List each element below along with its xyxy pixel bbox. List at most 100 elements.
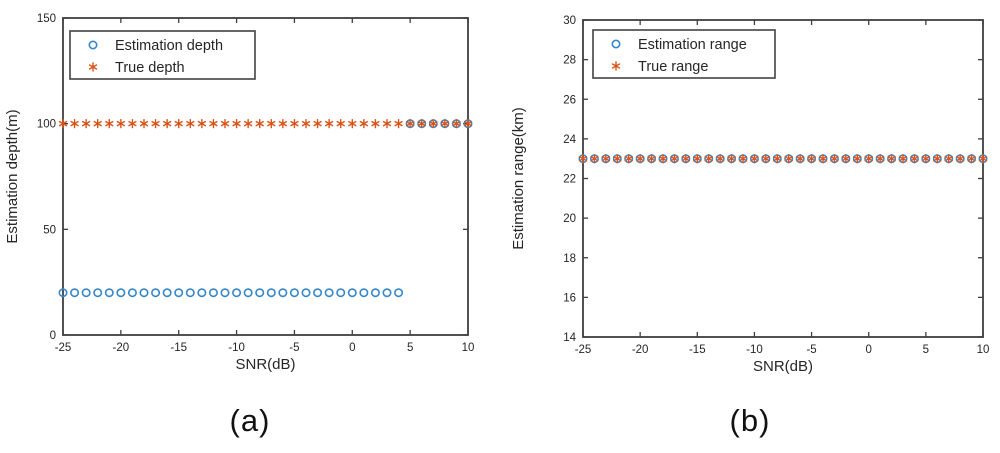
asterisk-marker xyxy=(715,155,725,162)
asterisk-marker xyxy=(429,120,438,127)
asterisk-marker xyxy=(290,120,299,127)
asterisk-marker xyxy=(681,155,691,162)
asterisk-marker xyxy=(174,120,183,127)
x-tick-label: -10 xyxy=(228,342,245,354)
x-tick-label: 0 xyxy=(866,344,872,356)
x-tick-label: -5 xyxy=(806,344,816,356)
x-tick-label: -15 xyxy=(689,344,706,356)
y-axis-ticks: 14 16 18 20 22 24 26 28 30 xyxy=(563,15,983,344)
circle-marker xyxy=(243,288,253,298)
asterisk-marker xyxy=(301,120,311,127)
circle-marker xyxy=(127,288,137,298)
circle-marker xyxy=(359,288,369,298)
circle-marker xyxy=(104,288,114,298)
asterisk-marker xyxy=(105,120,114,127)
legend-label: Estimation depth xyxy=(115,38,223,54)
asterisk-marker xyxy=(955,155,965,162)
circle-marker xyxy=(394,288,404,298)
asterisk-marker xyxy=(704,155,713,162)
series-true-range xyxy=(578,153,988,164)
asterisk-marker xyxy=(452,120,461,127)
asterisk-marker xyxy=(128,120,137,127)
asterisk-marker xyxy=(151,120,160,127)
circle-marker xyxy=(197,288,207,298)
y-tick-label: 28 xyxy=(563,55,576,67)
asterisk-marker xyxy=(88,64,98,70)
x-tick-label: 10 xyxy=(977,344,990,356)
y-tick-label: 14 xyxy=(563,332,576,344)
asterisk-marker xyxy=(635,155,645,162)
asterisk-marker xyxy=(738,155,748,162)
circle-marker xyxy=(336,288,346,298)
circle-marker xyxy=(220,288,230,298)
circle-marker xyxy=(611,39,621,49)
series-true-depth xyxy=(58,118,473,129)
x-tick-label: 10 xyxy=(462,342,475,354)
x-tick-label: -5 xyxy=(289,342,299,354)
x-tick-label: 5 xyxy=(407,342,413,354)
circle-marker xyxy=(370,288,380,298)
circle-marker xyxy=(88,40,98,50)
asterisk-marker xyxy=(784,155,793,162)
asterisk-marker xyxy=(267,120,276,127)
circle-marker xyxy=(151,288,161,298)
asterisk-marker xyxy=(853,155,862,162)
asterisk-marker xyxy=(313,120,322,127)
legend-label: True depth xyxy=(115,60,185,76)
circle-marker xyxy=(382,288,392,298)
x-tick-label: -25 xyxy=(55,342,72,354)
chart-panel-b: -25 -20 -15 -10 -5 0 5 10 14 16 18 20 22 24 26 28 30 SNR(… xyxy=(510,15,990,375)
asterisk-marker xyxy=(944,155,953,162)
asterisk-marker xyxy=(750,155,759,162)
asterisk-marker xyxy=(440,120,450,127)
asterisk-marker xyxy=(933,155,942,162)
x-axis-label: SNR(dB) xyxy=(753,358,813,375)
chart-panel-a: -25 -20 -15 -10 -5 0 5 10050100150SNR(dB)Estima… xyxy=(4,13,475,373)
legend-label: Estimation range xyxy=(638,37,747,53)
asterisk-marker xyxy=(70,120,79,127)
asterisk-marker xyxy=(220,120,230,127)
asterisk-marker xyxy=(841,155,851,162)
asterisk-marker xyxy=(624,155,633,162)
circle-marker xyxy=(255,288,265,298)
x-tick-label: -10 xyxy=(746,344,763,356)
x-tick-label: -25 xyxy=(575,344,592,356)
asterisk-marker xyxy=(727,155,736,162)
asterisk-marker xyxy=(590,155,599,162)
legend-label: True range xyxy=(638,59,708,75)
asterisk-marker xyxy=(139,120,149,127)
asterisk-marker xyxy=(232,120,241,127)
asterisk-marker xyxy=(336,120,345,127)
legend: Estimation depth True depth xyxy=(69,30,256,80)
asterisk-marker xyxy=(795,155,805,162)
circle-marker xyxy=(278,288,288,298)
asterisk-marker xyxy=(875,155,885,162)
asterisk-marker xyxy=(830,155,839,162)
x-axis-ticks: -25 -20 -15 -10 -5 0 5 10 xyxy=(575,20,990,356)
y-tick-label: 26 xyxy=(563,94,576,106)
circle-marker xyxy=(289,288,299,298)
asterisk-marker xyxy=(761,155,771,162)
circle-marker xyxy=(70,288,80,298)
y-tick-label: 100 xyxy=(37,119,56,131)
y-tick-label: 18 xyxy=(563,253,576,265)
asterisk-marker xyxy=(670,155,679,162)
asterisk-marker xyxy=(693,155,702,162)
asterisk-marker xyxy=(417,120,426,127)
asterisk-marker xyxy=(613,155,622,162)
circle-marker xyxy=(208,288,218,298)
y-axis-label: Estimation range(km) xyxy=(510,107,527,250)
y-axis-ticks: 0 50 100 150 xyxy=(37,13,468,342)
asterisk-marker xyxy=(967,155,976,162)
asterisk-marker xyxy=(93,120,102,127)
caption-b: (b) xyxy=(729,403,771,438)
asterisk-marker xyxy=(807,155,816,162)
circle-marker xyxy=(232,288,242,298)
asterisk-marker xyxy=(162,120,172,127)
series-estimation-depth xyxy=(58,119,473,298)
asterisk-marker xyxy=(186,120,195,127)
asterisk-marker xyxy=(864,155,873,162)
asterisk-marker xyxy=(394,120,403,127)
x-tick-label: -15 xyxy=(170,342,187,354)
x-tick-label: 0 xyxy=(349,342,355,354)
